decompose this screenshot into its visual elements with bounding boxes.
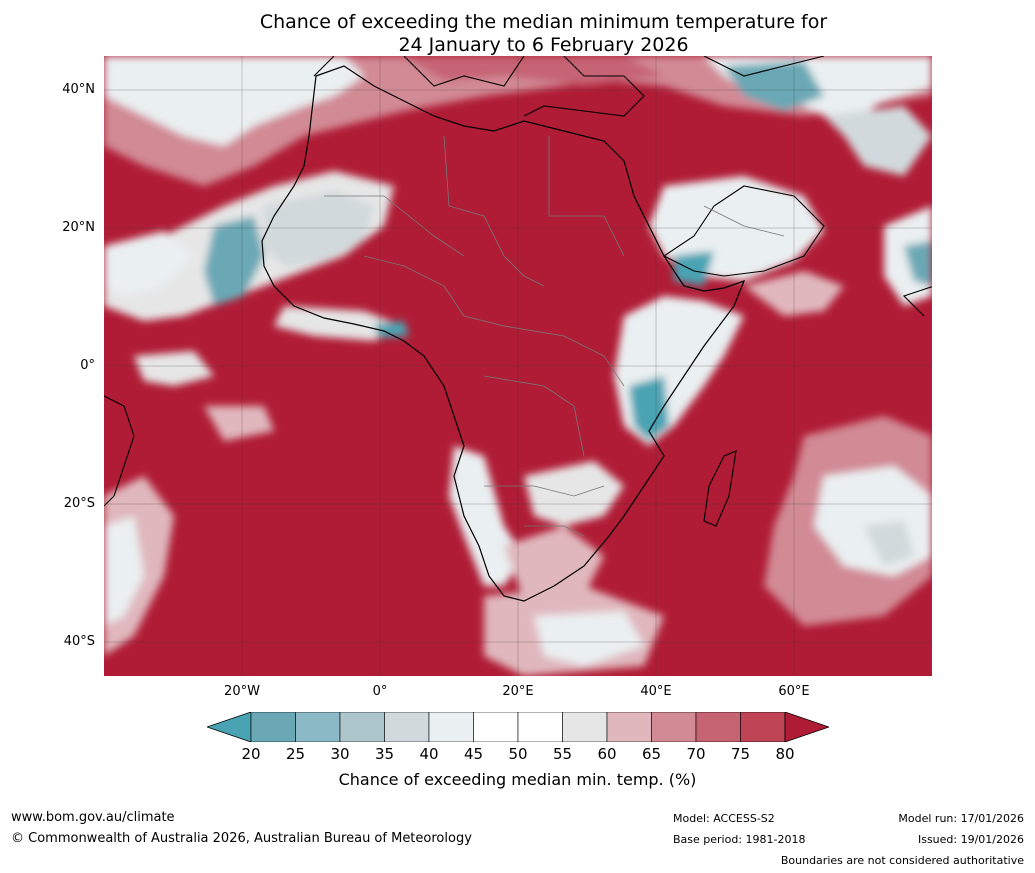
lon-label-20w: 20°W (224, 684, 260, 699)
footer-model-run: Model run: 17/01/2026 (898, 812, 1024, 825)
colorbar-cell (428, 712, 474, 742)
colorbar-arrow-low (207, 712, 252, 742)
colorbar-tick-label: 60 (597, 745, 617, 763)
footer-model: Model: ACCESS-S2 (673, 812, 775, 825)
coastlines (104, 56, 932, 602)
colorbar-cell (606, 712, 652, 742)
colorbar-tick-label: 35 (374, 745, 395, 763)
lat-label-20s: 20°S (63, 496, 95, 511)
lat-label-0: 0° (80, 358, 95, 373)
colorbar (207, 712, 829, 742)
lon-label-0: 0° (372, 684, 388, 699)
title-line-1: Chance of exceeding the median minimum t… (259, 11, 828, 33)
colorbar-tick-label: 45 (463, 745, 484, 763)
colorbar-tick-label: 40 (419, 745, 439, 763)
probability-map (104, 56, 932, 676)
lat-label-40s: 40°S (63, 634, 95, 649)
footer-disclaimer: Boundaries are not considered authoritat… (780, 854, 1024, 867)
colorbar-tick-label: 30 (330, 745, 350, 763)
lon-label-60e: 60°E (778, 684, 810, 699)
lon-label-40e: 40°E (640, 684, 672, 699)
colorbar-title: Chance of exceeding median min. temp. (%… (338, 770, 697, 789)
footer-url: www.bom.gov.au/climate (11, 810, 175, 825)
title-line-2: 24 January to 6 February 2026 (398, 34, 689, 56)
colorbar-cell (250, 712, 296, 742)
colorbar-tick-label: 65 (641, 745, 662, 763)
colorbar-tick-label: 20 (241, 745, 261, 763)
colorbar-tick-label: 50 (508, 745, 528, 763)
probability-zones (104, 56, 932, 676)
colorbar-cell (651, 712, 697, 742)
map-canvas (104, 56, 932, 676)
colorbar-cell (384, 712, 430, 742)
colorbar-cell (562, 712, 608, 742)
lat-label-20n: 20°N (62, 220, 95, 235)
footer-base-period: Base period: 1981-2018 (673, 833, 806, 846)
graticule (104, 56, 932, 676)
colorbar-cell (517, 712, 563, 742)
lon-label-20e: 20°E (502, 684, 534, 699)
lat-label-40n: 40°N (62, 82, 95, 97)
country-borders (324, 135, 785, 537)
colorbar-cells (207, 712, 829, 742)
footer-issued: Issued: 19/01/2026 (917, 833, 1024, 846)
colorbar-tick-label: 75 (730, 745, 751, 763)
colorbar-tick-label: 70 (686, 745, 706, 763)
footer-copyright: © Commonwealth of Australia 2026, Austra… (11, 831, 472, 846)
colorbar-tick-label: 25 (285, 745, 306, 763)
colorbar-tick-label: 80 (775, 745, 795, 763)
colorbar-cell (740, 712, 786, 742)
colorbar-cell (295, 712, 341, 742)
colorbar-cell (473, 712, 519, 742)
colorbar-cell (339, 712, 385, 742)
colorbar-tick-label: 55 (552, 745, 573, 763)
colorbar-arrow-high (784, 712, 829, 742)
colorbar-cell (695, 712, 741, 742)
map-title: Chance of exceeding the median minimum t… (0, 11, 1035, 57)
